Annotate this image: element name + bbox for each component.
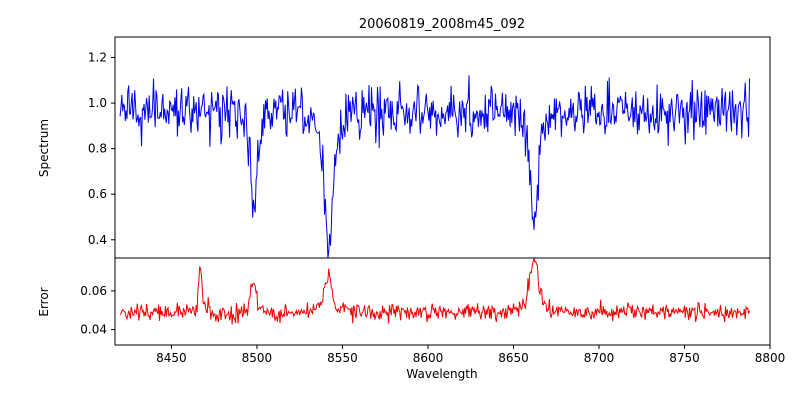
x-tick-label: 8450 xyxy=(156,351,187,365)
error-panel-border xyxy=(114,257,771,346)
x-tick-label: 8800 xyxy=(755,351,786,365)
spectrum-y-tick-label: 0.4 xyxy=(88,233,107,247)
x-tick-label: 8500 xyxy=(242,351,273,365)
chart-title: 20060819_2008m45_092 xyxy=(359,17,525,32)
spectrum-y-tick-label: 1.2 xyxy=(88,51,107,65)
plot-area: 0.4 0.6 0.8 1.0 1.2 0.04 0.06 8450 8500 8550 8600 8… xyxy=(80,36,786,365)
spectrum-panel-border xyxy=(114,36,771,259)
spectrum-y-tick-label: 0.8 xyxy=(88,142,107,156)
spectrum-y-tick-label: 0.6 xyxy=(88,187,107,201)
spectrum-line xyxy=(119,75,750,259)
x-axis-label: Wavelength xyxy=(406,367,477,381)
x-tick-label: 8550 xyxy=(327,351,358,365)
y-axis-label-spectrum: Spectrum xyxy=(37,119,51,177)
x-tick-label: 8750 xyxy=(669,351,700,365)
error-y-tick-label: 0.06 xyxy=(80,284,107,298)
x-tick-label: 8650 xyxy=(498,351,529,365)
error-line xyxy=(119,257,750,325)
x-tick-label: 8700 xyxy=(584,351,615,365)
spectrum-y-tick-label: 1.0 xyxy=(88,96,107,110)
error-y-tick-label: 0.04 xyxy=(80,323,107,337)
y-axis-label-error: Error xyxy=(37,287,51,316)
x-tick-label: 8600 xyxy=(413,351,444,365)
